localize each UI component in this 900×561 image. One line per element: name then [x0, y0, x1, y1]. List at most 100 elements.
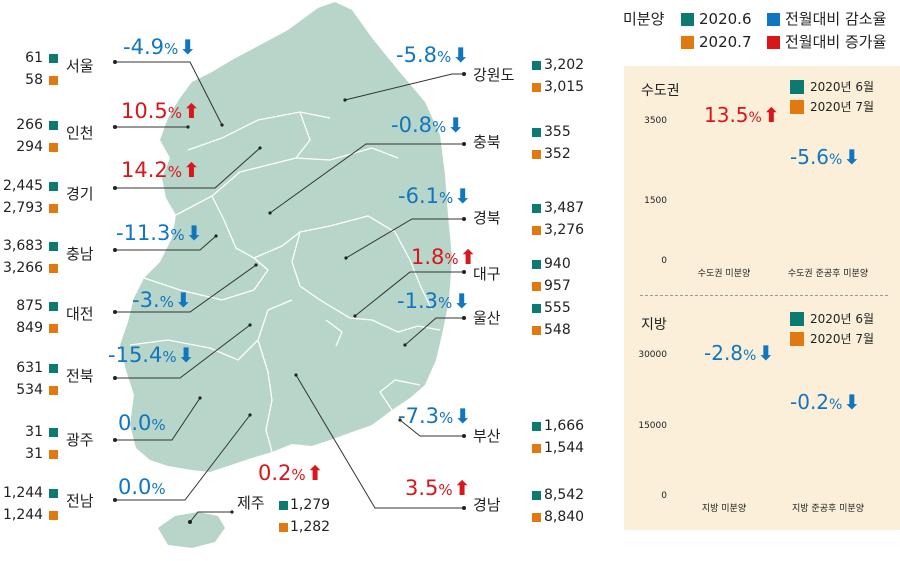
region-name: 울산 [473, 309, 501, 327]
change-value: -1.3 [397, 289, 438, 313]
leader-end-dot [198, 396, 202, 400]
change-unit: % [743, 348, 757, 364]
july-value: 3,276 [544, 222, 585, 238]
leader-dot [462, 434, 466, 438]
leader-end-dot [344, 256, 348, 260]
change-percent: 1.8%⬆ [411, 245, 476, 271]
change-percent: -3.%⬇ [132, 288, 192, 314]
arrow-up-icon: ⬆ [762, 103, 780, 127]
leader-dot [462, 142, 466, 146]
june-swatch [49, 54, 58, 63]
arrow-up-icon: ⬆ [306, 461, 324, 485]
leader-line [115, 61, 223, 126]
region-name: 경남 [473, 496, 501, 514]
change-percent: -11.3%⬇ [116, 221, 202, 247]
panel-divider [640, 295, 888, 296]
legend-increase-label: 전월대비 증가율 [785, 33, 887, 51]
june-value: 555 [544, 300, 571, 316]
june-value: 3,202 [544, 57, 585, 73]
leader-line [404, 317, 464, 346]
leader-dot [113, 498, 117, 502]
july-value: 294 [16, 139, 43, 155]
category-label: 지방 준공후 미분양 [792, 504, 864, 514]
leader-dot [188, 520, 192, 524]
july-value: 1,282 [290, 519, 331, 535]
june-value: 31 [25, 424, 43, 440]
change-value: -5.6 [790, 145, 830, 169]
change-percent: -15.4%⬇ [108, 343, 194, 369]
leader-dot [462, 316, 466, 320]
leader-line [344, 73, 464, 101]
july-swatch [532, 444, 541, 453]
leader-line [345, 218, 464, 259]
region-name: 부산 [473, 427, 501, 445]
leader-line [189, 511, 232, 523]
change-percent: -6.1%⬇ [398, 184, 471, 210]
june-value: 1,244 [3, 485, 44, 501]
category-label: 수도권 미분양 [697, 269, 751, 279]
change-value: 0.0 [118, 411, 152, 435]
july-value: 534 [16, 382, 43, 398]
leader-end-dot [248, 323, 252, 327]
june-swatch [279, 501, 288, 510]
june-swatch [49, 428, 58, 437]
june-value: 2,445 [3, 178, 44, 194]
june-swatch [532, 304, 541, 313]
july-value: 957 [544, 278, 571, 294]
leader-dot [462, 506, 466, 510]
chart-legend-label: 2020년 7월 [810, 100, 875, 114]
change-unit: % [431, 118, 447, 136]
july-swatch [49, 386, 58, 395]
leader-end-dot [186, 125, 190, 129]
july-swatch [49, 264, 58, 273]
y-tick-label: 0 [661, 491, 667, 501]
change-percent: -7.3%⬇ [398, 404, 471, 430]
chart-legend-label: 2020년 6월 [810, 312, 875, 326]
july-swatch [49, 324, 58, 333]
region-name: 강원도 [473, 66, 515, 84]
change-unit: % [436, 48, 452, 66]
region-name: 경북 [473, 209, 501, 227]
leader-dot [113, 376, 117, 380]
june-swatch [49, 489, 58, 498]
change-percent: 10.5%⬆ [121, 99, 200, 125]
y-tick-label: 1500 [644, 196, 667, 206]
chart-legend-swatch [790, 100, 804, 114]
region-name: 전북 [66, 367, 94, 385]
leader-end-dot [258, 146, 262, 150]
change-unit: % [829, 397, 843, 413]
june-swatch [49, 121, 58, 130]
legend-june-swatch [681, 13, 694, 26]
leader-line [115, 264, 257, 313]
leader-line [115, 235, 217, 251]
leader-dot [462, 217, 466, 221]
bar-change-percent: -5.6%⬇ [790, 146, 860, 171]
change-value: -11.3 [116, 221, 171, 245]
july-swatch [279, 523, 288, 532]
arrow-down-icon: ⬇ [454, 184, 472, 208]
region-name: 대구 [473, 265, 501, 283]
arrow-down-icon: ⬇ [843, 145, 861, 169]
change-unit: % [163, 40, 179, 58]
arrow-up-icon: ⬆ [183, 158, 200, 182]
july-swatch [532, 326, 541, 335]
y-tick-label: 15000 [638, 420, 667, 431]
arrow-down-icon: ⬇ [179, 35, 197, 59]
june-swatch [532, 260, 541, 269]
korea-mainland-shape [120, 2, 452, 472]
arrow-down-icon: ⬇ [174, 288, 192, 312]
change-value: -7.3 [398, 404, 439, 428]
change-unit: % [438, 481, 453, 499]
leader-end-dot [403, 343, 407, 347]
leader-line [269, 143, 464, 214]
june-value: 266 [16, 117, 43, 133]
june-swatch [49, 242, 58, 251]
y-tick-label: 3500 [644, 116, 667, 126]
leader-end-dot [353, 314, 357, 318]
legend-decrease-swatch [767, 13, 780, 26]
change-unit: % [167, 163, 183, 181]
arrow-down-icon: ⬇ [177, 343, 195, 367]
category-label: 수도권 준공후 미분양 [787, 269, 869, 279]
july-swatch [532, 150, 541, 159]
leader-dot [462, 72, 466, 76]
